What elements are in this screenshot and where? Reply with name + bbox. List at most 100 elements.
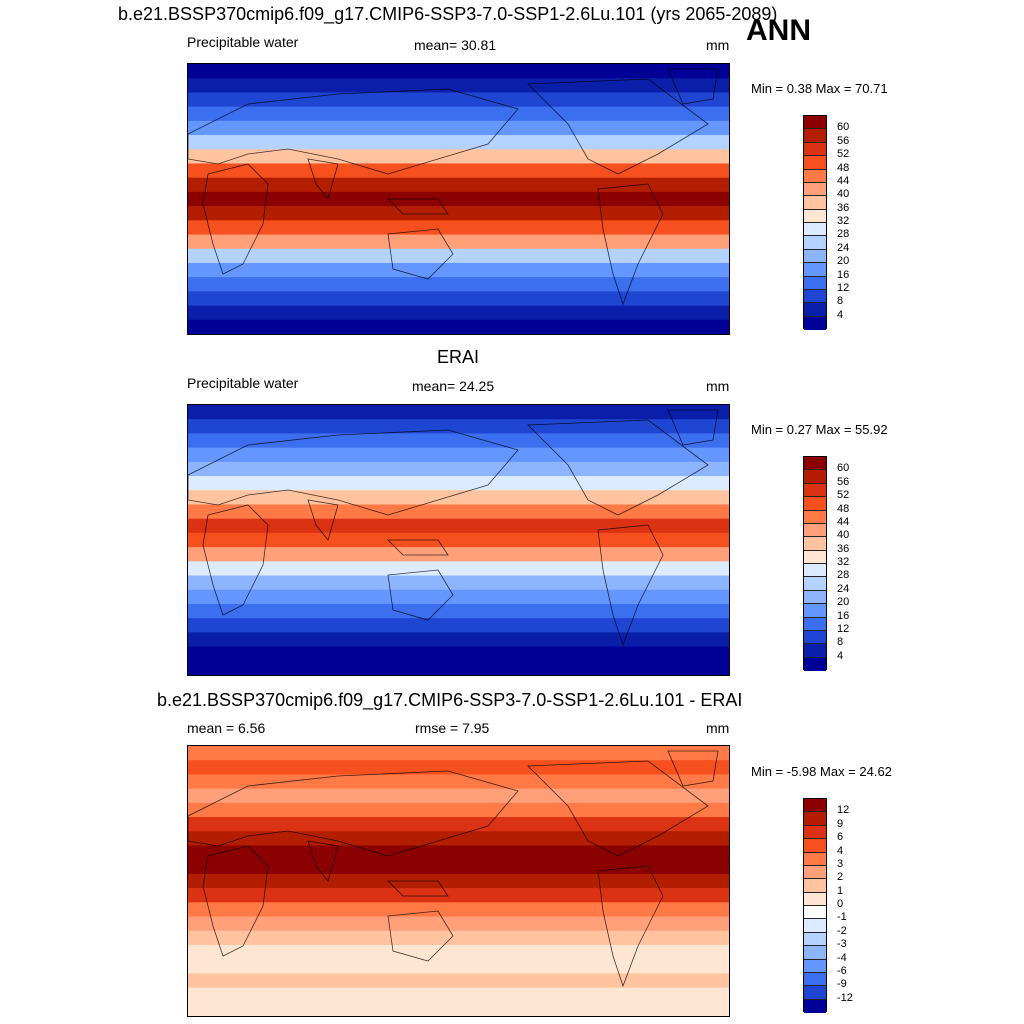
field-band — [188, 419, 729, 434]
field-band — [188, 575, 729, 591]
field-band — [188, 305, 729, 321]
field-band — [188, 518, 729, 534]
field-band — [188, 177, 729, 193]
colorbar-segment — [804, 604, 826, 618]
colorbar-segment — [804, 142, 826, 157]
coastline — [202, 163, 269, 275]
colorbar-tick-label: 6 — [837, 831, 844, 844]
colorbar-segment — [804, 590, 826, 605]
colorbar-segment — [804, 919, 826, 933]
colorbar — [803, 798, 827, 1013]
coastline — [387, 198, 449, 215]
colorbar-segment — [804, 289, 826, 304]
field-band — [188, 78, 729, 93]
field-band — [188, 490, 729, 505]
colorbar-tick-label: 60 — [837, 121, 850, 134]
colorbar-tick-label: 20 — [837, 255, 850, 268]
coastline — [387, 539, 449, 556]
coastline — [597, 183, 664, 306]
colorbar-segment — [804, 630, 826, 645]
coastline — [667, 750, 719, 787]
colorbar-tick-label: -6 — [837, 964, 847, 977]
map-plot — [187, 404, 730, 676]
colorbar-segment — [804, 852, 826, 866]
colorbar-tick-label: 44 — [837, 515, 850, 528]
colorbar-segment — [804, 839, 826, 853]
field-band — [188, 248, 729, 264]
colorbar-segment — [804, 550, 826, 564]
colorbar-segment — [804, 196, 826, 210]
field-band — [188, 788, 729, 804]
colorbar-segment — [804, 577, 826, 591]
field-band — [188, 632, 729, 648]
colorbar-tick-label: 12 — [837, 622, 850, 635]
colorbar-tick-label: 28 — [837, 569, 850, 582]
colorbar-tick-label: 56 — [837, 134, 850, 147]
field-band — [188, 504, 729, 520]
colorbar-segment — [804, 644, 826, 658]
map-plot — [187, 63, 730, 335]
colorbar-tick-label: 24 — [837, 582, 850, 595]
colorbar-tick-label: -2 — [837, 924, 847, 937]
field-band — [188, 120, 729, 136]
colorbar-tick-label: 20 — [837, 596, 850, 609]
coastline — [387, 228, 454, 280]
field-band — [188, 532, 729, 548]
colorbar-segment — [804, 497, 826, 511]
field-band — [188, 461, 729, 477]
map-plot — [187, 745, 730, 1017]
field-band — [188, 277, 729, 292]
rmse-label: rmse = 7.95 — [415, 720, 490, 736]
mean-label: mean= 30.81 — [414, 37, 497, 53]
field-band — [188, 561, 729, 577]
coastline — [202, 504, 269, 616]
field-band — [188, 433, 729, 449]
colorbar-segment — [804, 303, 826, 317]
field-band — [188, 206, 729, 221]
field-band — [188, 262, 729, 278]
colorbar-segment — [804, 892, 826, 906]
field-band — [188, 135, 729, 150]
field-band — [188, 447, 729, 463]
colorbar — [803, 456, 827, 671]
field-band — [188, 220, 729, 236]
colorbar-tick-label: 9 — [837, 817, 844, 830]
colorbar-segment — [804, 182, 826, 197]
colorbar-segment — [804, 617, 826, 631]
colorbar-segment — [804, 657, 826, 671]
field-band — [188, 930, 729, 946]
field-band — [188, 987, 729, 1003]
colorbar-segment — [804, 263, 826, 277]
coastline — [387, 910, 454, 962]
colorbar-tick-label: 3 — [837, 857, 844, 870]
colorbar-tick-label: 36 — [837, 542, 850, 555]
colorbar-segment — [804, 825, 826, 840]
field-band — [188, 234, 729, 250]
colorbar-segment — [804, 564, 826, 578]
colorbar-tick-label: 4 — [837, 308, 844, 321]
coastline — [387, 569, 454, 621]
mean-label: mean = 6.56 — [187, 720, 266, 736]
colorbar-segment — [804, 537, 826, 551]
coastline — [597, 865, 664, 988]
min-max-label: Min = -5.98 Max = 24.62 — [751, 764, 892, 779]
field-band — [188, 859, 729, 875]
colorbar-segment — [804, 865, 826, 880]
colorbar-tick-label: 28 — [837, 228, 850, 241]
coastline — [527, 419, 709, 516]
coastline — [597, 524, 664, 647]
colorbar-segment — [804, 129, 826, 143]
colorbar-tick-label: 24 — [837, 241, 850, 254]
field-band — [188, 817, 729, 832]
units-label: mm — [706, 378, 730, 394]
field-band — [188, 760, 729, 775]
field-band — [188, 92, 729, 108]
field-band — [188, 831, 729, 846]
colorbar-tick-label: 4 — [837, 649, 844, 662]
panel-title: b.e21.BSSP370cmip6.f09_g17.CMIP6-SSP3-7.… — [118, 4, 778, 24]
field-band — [188, 149, 729, 164]
units-label: mm — [706, 37, 730, 53]
field-band — [188, 476, 729, 491]
colorbar-tick-label: -3 — [837, 938, 847, 951]
season-label: ANN — [746, 14, 811, 47]
